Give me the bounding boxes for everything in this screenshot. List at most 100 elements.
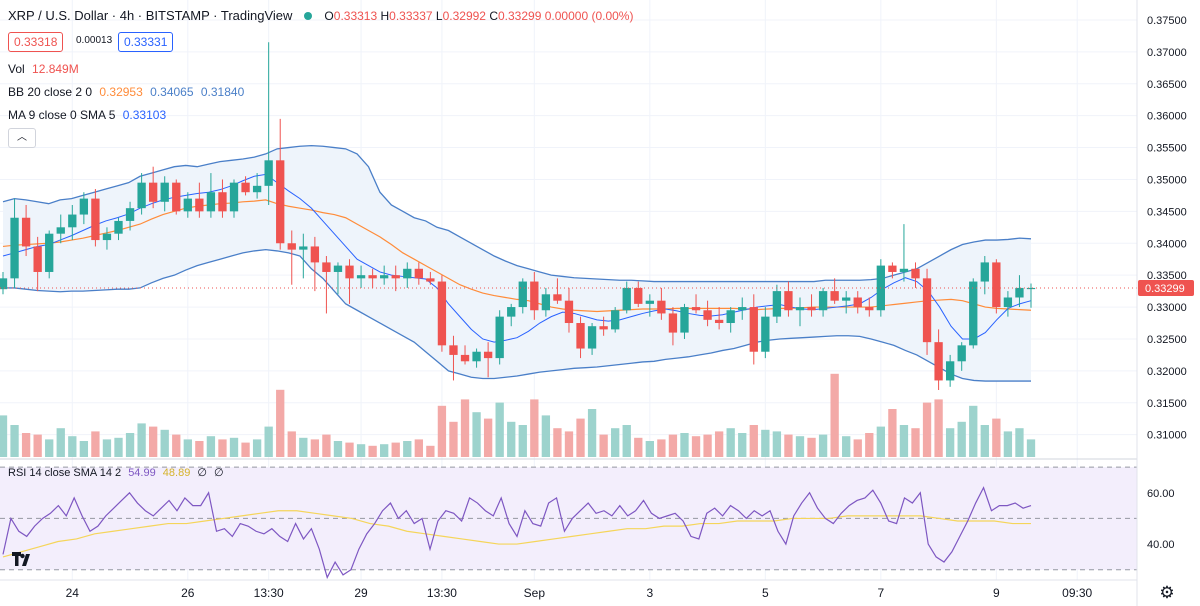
collapse-legend-button[interactable]: ︿ (8, 128, 36, 148)
volume-bar (772, 431, 782, 457)
volume-bar (553, 428, 562, 457)
candle-body (992, 262, 1001, 308)
candle-body (1026, 287, 1036, 290)
candle-body (518, 281, 527, 308)
time-tick-label: 9 (993, 586, 1000, 600)
candle-body (738, 307, 747, 311)
volume-bar (91, 431, 100, 457)
price-tick-label: 0.31000 (1147, 430, 1187, 442)
volume-bar (403, 441, 412, 457)
candle-body (10, 217, 19, 279)
volume-bar (264, 426, 273, 457)
candle-body (218, 192, 227, 212)
candle-body (818, 291, 828, 311)
volume-bar (229, 437, 239, 457)
candle-body (241, 182, 250, 193)
volume-bar (518, 425, 527, 457)
volume-bar (437, 405, 447, 457)
candle-body (922, 278, 932, 343)
candle-body (345, 265, 354, 279)
volume-bar (114, 437, 123, 457)
volume-bar (622, 425, 631, 457)
volume-bar (657, 439, 666, 457)
candles (0, 42, 1137, 391)
candle-body (33, 246, 42, 272)
candle-body (495, 316, 504, 359)
volume-bar (160, 429, 169, 457)
time-tick-label: 29 (354, 586, 368, 600)
tradingview-logo-icon[interactable] (10, 550, 36, 570)
candle-body (437, 281, 447, 346)
volume-bar (668, 434, 678, 457)
symbol-title[interactable]: XRP / U.S. Dollar · 4h · BITSTAMP · Trad… (8, 8, 293, 23)
candle-body (830, 291, 839, 301)
candle-body (888, 265, 897, 272)
ma-legend[interactable]: MA 9 close 0 SMA 5 0.33103 (8, 108, 167, 122)
volume-bar (749, 425, 758, 457)
candle-body (1015, 287, 1024, 298)
volume-bar (1015, 428, 1024, 457)
candle-body (842, 297, 851, 301)
bollinger-lower-line (3, 248, 1031, 382)
candle-body (252, 185, 262, 193)
candle-body (449, 345, 458, 355)
candle-body (172, 182, 181, 212)
candle-body (0, 278, 8, 290)
candle-body (911, 268, 920, 279)
candle-body (102, 233, 112, 241)
volume-bar (703, 434, 712, 457)
volume-bar (957, 421, 966, 457)
candle-body (703, 310, 712, 320)
volume-bar (865, 433, 874, 457)
bollinger-upper-line (2, 144, 1032, 283)
candle-body (553, 294, 562, 301)
candle-body (795, 307, 805, 311)
candle-body (460, 354, 470, 362)
candle-body (356, 275, 366, 279)
candle-body (264, 160, 273, 186)
sell-price-box[interactable]: 0.33318 (8, 32, 64, 52)
candle-body (611, 310, 620, 330)
candle-body (160, 182, 169, 202)
volume-bar (322, 434, 331, 457)
volume-bar (414, 439, 423, 457)
buy-price-box[interactable]: 0.33331 (118, 32, 174, 52)
candle-body (426, 278, 435, 282)
candle-body (865, 307, 874, 311)
time-tick-label: 13:30 (254, 586, 284, 600)
volume-bar (56, 428, 65, 457)
candle-body (229, 182, 239, 212)
volume-bar (148, 426, 158, 457)
volume-bar (218, 439, 227, 457)
volume-bar (564, 431, 574, 457)
rsi-tick-label: 60.00 (1147, 488, 1175, 500)
volume-bar (391, 442, 400, 457)
volume-bar (33, 434, 42, 457)
volume-bar (299, 437, 308, 457)
volume-bar (911, 428, 920, 457)
volume-bar (368, 445, 377, 457)
candle-body (333, 265, 343, 272)
candle-body (79, 198, 89, 215)
volume-bar (356, 444, 366, 457)
volume-legend[interactable]: Vol 12.849M (8, 62, 79, 76)
rsi-legend[interactable]: RSI 14 close SMA 14 2 54.99 48.89 ∅ ∅ (8, 467, 224, 479)
price-tick-label: 0.33000 (1147, 302, 1187, 314)
candle-body (599, 326, 608, 330)
candle-body (137, 182, 146, 209)
volume-bar (818, 434, 828, 457)
candle-body (761, 316, 770, 352)
volume-bar (137, 423, 146, 457)
rsi-pane (0, 458, 1200, 580)
candle-body (391, 275, 400, 279)
candle-body (957, 345, 966, 362)
candle-body (206, 192, 216, 212)
candle-body (784, 291, 793, 311)
price-tick-label: 0.37500 (1147, 15, 1187, 27)
settings-gear-icon[interactable]: ⚙ (1159, 583, 1175, 602)
bollinger-legend[interactable]: BB 20 close 2 0 0.32953 0.34065 0.31840 (8, 85, 245, 99)
volume-bar (460, 399, 470, 457)
time-tick-label: 24 (66, 586, 80, 600)
volume-bar (483, 418, 493, 457)
